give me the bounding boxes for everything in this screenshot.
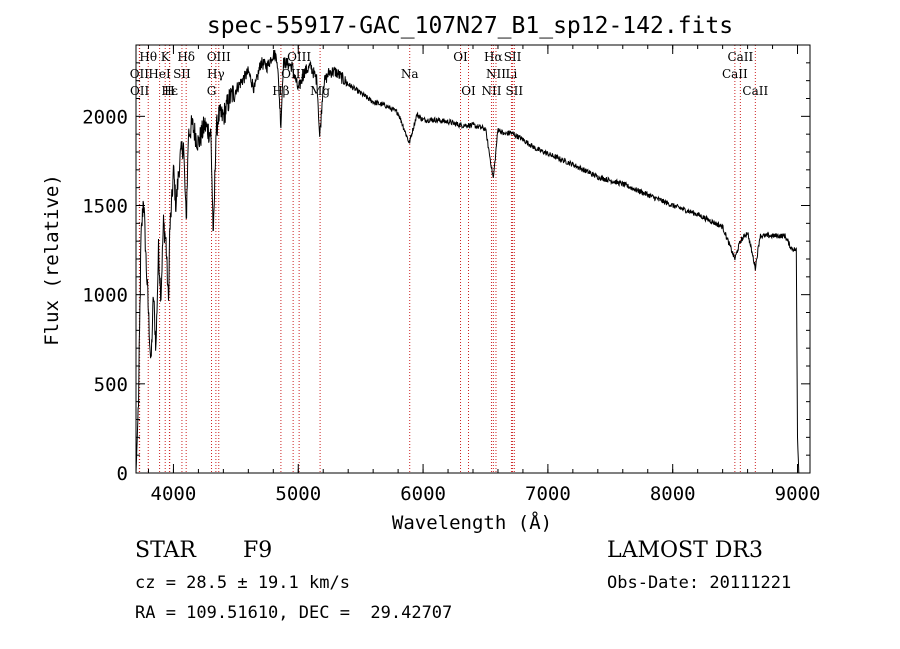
y-tick-label: 2000 <box>82 106 128 128</box>
line-marker-label: Mg <box>310 84 330 98</box>
line-marker-label: OII <box>130 67 150 81</box>
line-marker-label: Hδ <box>177 50 195 64</box>
line-marker-label: OII <box>130 84 150 98</box>
spectrum-chart: spec-55917-GAC_107N27_B1_sp12-142.fits H… <box>41 13 821 534</box>
spectrum-line <box>135 49 800 474</box>
line-marker-label: OI <box>461 84 476 98</box>
x-tick-label: 4000 <box>151 483 197 505</box>
line-marker-label: OIII <box>207 50 231 64</box>
line-marker-label: NII <box>486 67 506 81</box>
line-marker-label: OI <box>453 50 468 64</box>
line-marker-label: CaII <box>722 67 748 81</box>
y-tick-label: 0 <box>117 463 128 485</box>
y-axis: 0 500 1000 1500 2000 <box>82 62 810 485</box>
line-marker-label: Li <box>506 67 518 81</box>
line-markers <box>138 45 756 473</box>
object-subclass: F9 <box>243 538 273 563</box>
line-marker-label: Hβ <box>272 84 289 98</box>
line-marker-label: Hε <box>161 84 178 98</box>
line-marker-label: Hα <box>484 50 503 64</box>
line-marker-label: H <box>164 84 174 98</box>
x-tick-label: 8000 <box>650 483 696 505</box>
line-marker-label: G <box>207 84 217 98</box>
y-tick-label: 1000 <box>82 285 128 307</box>
line-marker-label: Hθ <box>139 50 157 64</box>
chart-title: spec-55917-GAC_107N27_B1_sp12-142.fits <box>207 13 733 39</box>
object-class: STAR <box>135 538 196 563</box>
line-marker-label: SII <box>173 67 191 81</box>
x-tick-label: 5000 <box>275 483 321 505</box>
y-tick-label: 1500 <box>82 196 128 218</box>
obs-date: Obs-Date: 20111221 <box>607 573 792 593</box>
line-marker-label: OIII <box>287 50 311 64</box>
line-marker-label: CaII <box>727 50 753 64</box>
line-marker-label: Na <box>401 67 419 81</box>
line-marker-label: K <box>161 50 171 64</box>
x-tick-label: 9000 <box>775 483 821 505</box>
x-axis-label: Wavelength (Å) <box>392 511 552 534</box>
x-tick-label: 7000 <box>525 483 571 505</box>
line-marker-label: Hγ <box>207 67 225 81</box>
x-tick-label: 6000 <box>400 483 446 505</box>
survey-label: LAMOST DR3 <box>607 538 763 563</box>
line-marker-label: SII <box>504 50 522 64</box>
y-tick-label: 500 <box>94 374 128 396</box>
line-marker-label: NII <box>481 84 501 98</box>
line-marker-label: HeI <box>148 67 171 81</box>
redshift-cz: cz = 28.5 ± 19.1 km/s <box>135 573 350 593</box>
x-axis: 4000 5000 6000 7000 8000 9000 <box>147 45 821 505</box>
y-axis-label: Flux (relative) <box>41 174 63 346</box>
plot-frame <box>135 44 811 474</box>
line-marker-label: CaII <box>742 84 768 98</box>
coordinates: RA = 109.51610, DEC = 29.42707 <box>135 603 453 623</box>
line-marker-label: SII <box>505 84 523 98</box>
